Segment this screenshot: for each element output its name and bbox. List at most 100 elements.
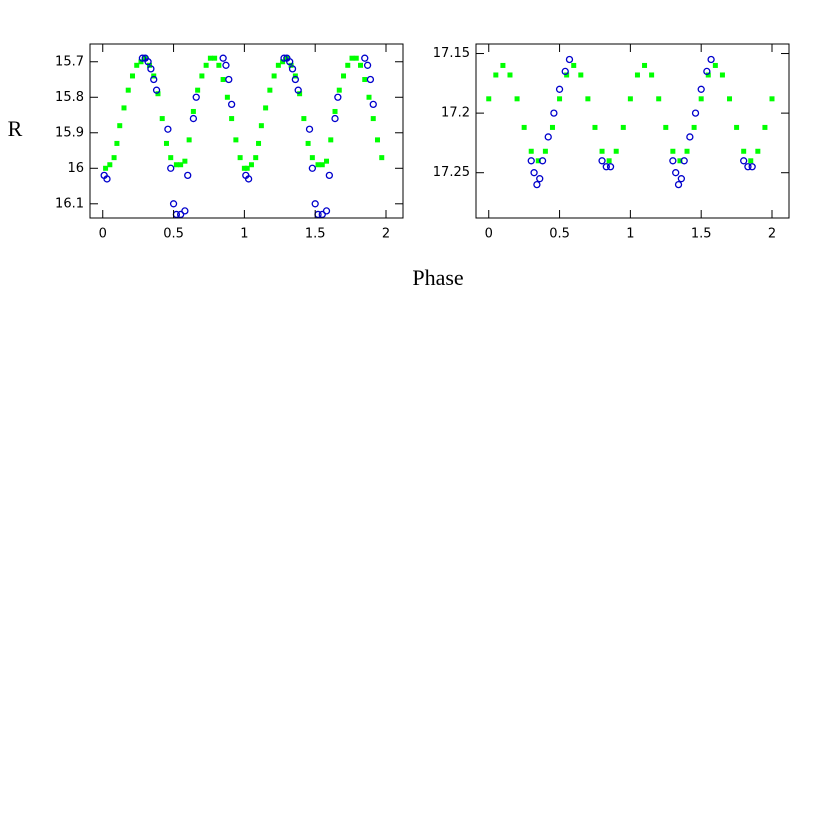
- data-point: [117, 123, 123, 129]
- data-point: [493, 72, 499, 78]
- data-point: [155, 91, 161, 97]
- data-point: [677, 175, 686, 183]
- data-point: [237, 155, 243, 161]
- data-point: [366, 94, 372, 100]
- y-tick-label: 15.7: [55, 54, 84, 69]
- data-point: [705, 72, 711, 78]
- data-point: [703, 67, 711, 76]
- data-point: [712, 62, 718, 68]
- data-point: [564, 72, 570, 78]
- data-point: [366, 75, 375, 84]
- data-point: [634, 72, 640, 78]
- data-point: [748, 158, 754, 164]
- data-point: [740, 157, 748, 165]
- data-point: [358, 62, 364, 68]
- data-point: [599, 148, 605, 154]
- y-tick-label: 17.25: [433, 165, 470, 180]
- data-point: [691, 124, 697, 130]
- data-point: [189, 114, 198, 123]
- data-point: [244, 165, 250, 171]
- data-point: [744, 163, 752, 171]
- data-point: [288, 62, 294, 68]
- x-tick-label: 0: [485, 227, 493, 242]
- data-point: [663, 124, 669, 130]
- data-point: [528, 148, 534, 154]
- data-point: [341, 73, 347, 79]
- data-point: [514, 96, 520, 102]
- data-point: [363, 61, 372, 69]
- data-point: [144, 58, 152, 66]
- plot-frame: [475, 43, 790, 219]
- data-point: [571, 62, 577, 68]
- data-point: [727, 96, 733, 102]
- data-point: [241, 165, 247, 171]
- data-point: [222, 61, 230, 69]
- data-point: [186, 137, 192, 143]
- data-point: [536, 175, 544, 183]
- data-point: [163, 140, 169, 146]
- data-point: [167, 164, 175, 172]
- data-point: [103, 175, 111, 183]
- data-point: [684, 148, 690, 154]
- data-point: [555, 85, 564, 93]
- data-point: [370, 116, 376, 122]
- data-point: [507, 72, 513, 78]
- data-point: [379, 155, 385, 161]
- data-point: [691, 109, 700, 117]
- data-point: [159, 116, 165, 122]
- data-point: [229, 116, 235, 122]
- data-point: [769, 96, 775, 102]
- data-point: [677, 158, 683, 164]
- x-tick-label: 2: [382, 227, 390, 242]
- data-point: [565, 55, 574, 64]
- plot-frame: [89, 43, 404, 219]
- data-point: [169, 200, 178, 208]
- x-axis-label: Phase: [412, 265, 463, 290]
- data-point: [207, 55, 213, 61]
- y-tick-label: 16: [67, 161, 84, 176]
- data-point: [220, 77, 226, 83]
- data-point: [216, 62, 222, 68]
- x-tick-label: 1: [240, 227, 248, 242]
- data-point: [697, 85, 705, 93]
- data-point: [620, 124, 626, 130]
- data-point: [195, 87, 201, 93]
- data-point: [533, 180, 541, 189]
- data-point: [592, 124, 598, 130]
- data-point: [602, 163, 610, 171]
- data-point: [649, 72, 655, 78]
- data-point: [328, 137, 334, 143]
- data-point: [535, 158, 541, 164]
- data-point: [107, 162, 113, 168]
- data-point: [173, 162, 179, 168]
- data-point: [578, 72, 584, 78]
- y-tick-label: 15.9: [55, 125, 84, 140]
- data-point: [280, 59, 286, 65]
- data-point: [271, 73, 277, 79]
- data-point: [275, 62, 281, 68]
- data-point: [203, 62, 209, 68]
- data-point: [280, 54, 288, 62]
- data-point: [233, 137, 239, 143]
- data-point: [674, 180, 683, 189]
- data-point: [656, 96, 662, 102]
- data-point: [146, 62, 152, 68]
- y-tick-label: 15.8: [55, 90, 84, 105]
- data-point: [192, 93, 200, 101]
- data-point: [336, 87, 342, 93]
- data-point: [114, 140, 120, 146]
- data-point: [182, 158, 188, 164]
- data-point: [319, 162, 325, 168]
- data-point: [297, 91, 303, 97]
- data-point: [129, 73, 135, 79]
- data-point: [530, 169, 538, 177]
- data-point: [353, 55, 359, 61]
- data-point: [672, 169, 680, 177]
- data-point: [318, 210, 326, 219]
- data-point: [598, 157, 606, 165]
- data-point: [375, 137, 381, 143]
- data-point: [267, 87, 273, 93]
- data-point: [521, 124, 527, 130]
- data-point: [345, 62, 351, 68]
